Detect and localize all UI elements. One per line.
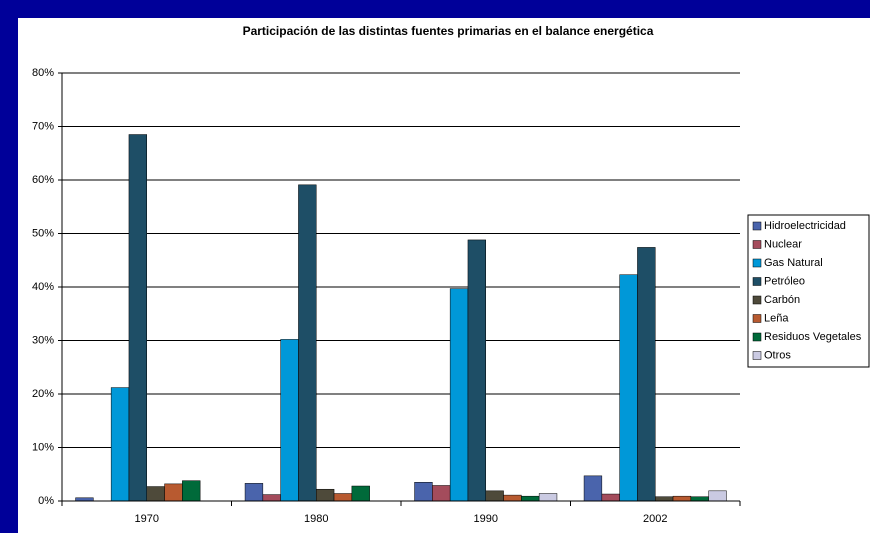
y-tick-label: 30% xyxy=(32,334,54,346)
legend-label: Gas Natural xyxy=(764,257,823,269)
legend-label: Carbón xyxy=(764,294,800,306)
bar xyxy=(298,184,317,502)
y-tick-label: 20% xyxy=(32,388,54,400)
legend-label: Hidroelectricidad xyxy=(764,220,846,232)
y-tick-label: 40% xyxy=(32,281,54,293)
bar xyxy=(164,483,183,502)
legend-label: Residuos Vegetales xyxy=(764,331,862,343)
legend-swatch xyxy=(752,295,762,305)
legend-swatch xyxy=(752,221,762,231)
bar xyxy=(351,485,370,502)
x-tick-label: 2002 xyxy=(643,513,667,525)
legend-swatch xyxy=(752,351,762,360)
bar xyxy=(708,490,727,502)
bar xyxy=(280,339,299,502)
bar xyxy=(690,496,709,502)
bar xyxy=(414,482,433,502)
bar xyxy=(262,494,281,502)
legend-swatch xyxy=(752,277,762,286)
chart-title: Participación de las distintas fuentes p… xyxy=(243,24,654,38)
y-tick-label: 80% xyxy=(32,67,54,79)
bar xyxy=(333,493,353,502)
bar xyxy=(672,495,692,502)
legend-label: Petróleo xyxy=(764,275,805,287)
bar xyxy=(316,488,335,502)
y-tick-label: 60% xyxy=(32,174,54,186)
legend-swatch xyxy=(752,332,762,342)
bar xyxy=(601,493,620,502)
legend-label: Nuclear xyxy=(764,238,802,250)
y-tick-label: 10% xyxy=(32,441,54,453)
bar xyxy=(538,493,558,502)
legend-label: Otros xyxy=(764,349,791,361)
bar xyxy=(485,490,504,502)
bar xyxy=(583,475,603,502)
bar xyxy=(655,496,674,502)
legend-swatch xyxy=(752,314,762,323)
bar xyxy=(503,494,522,502)
bar xyxy=(128,134,147,502)
legend-swatch xyxy=(752,240,762,249)
x-tick-label: 1990 xyxy=(474,513,498,525)
x-tick-label: 1970 xyxy=(135,513,159,525)
y-tick-label: 50% xyxy=(32,227,54,239)
y-tick-label: 0% xyxy=(38,495,54,507)
bar xyxy=(467,239,487,502)
bar xyxy=(244,483,264,502)
y-tick-label: 70% xyxy=(32,120,54,132)
bar xyxy=(182,480,201,502)
bar xyxy=(449,288,469,502)
bar xyxy=(637,247,656,502)
bar xyxy=(146,486,165,502)
legend-label: Leña xyxy=(764,312,789,324)
x-tick-label: 1980 xyxy=(304,513,328,525)
bar xyxy=(521,495,540,502)
legend-swatch xyxy=(752,258,762,268)
legend-box xyxy=(747,214,870,368)
bar xyxy=(110,387,130,502)
bar xyxy=(619,274,638,502)
bar xyxy=(432,485,451,502)
